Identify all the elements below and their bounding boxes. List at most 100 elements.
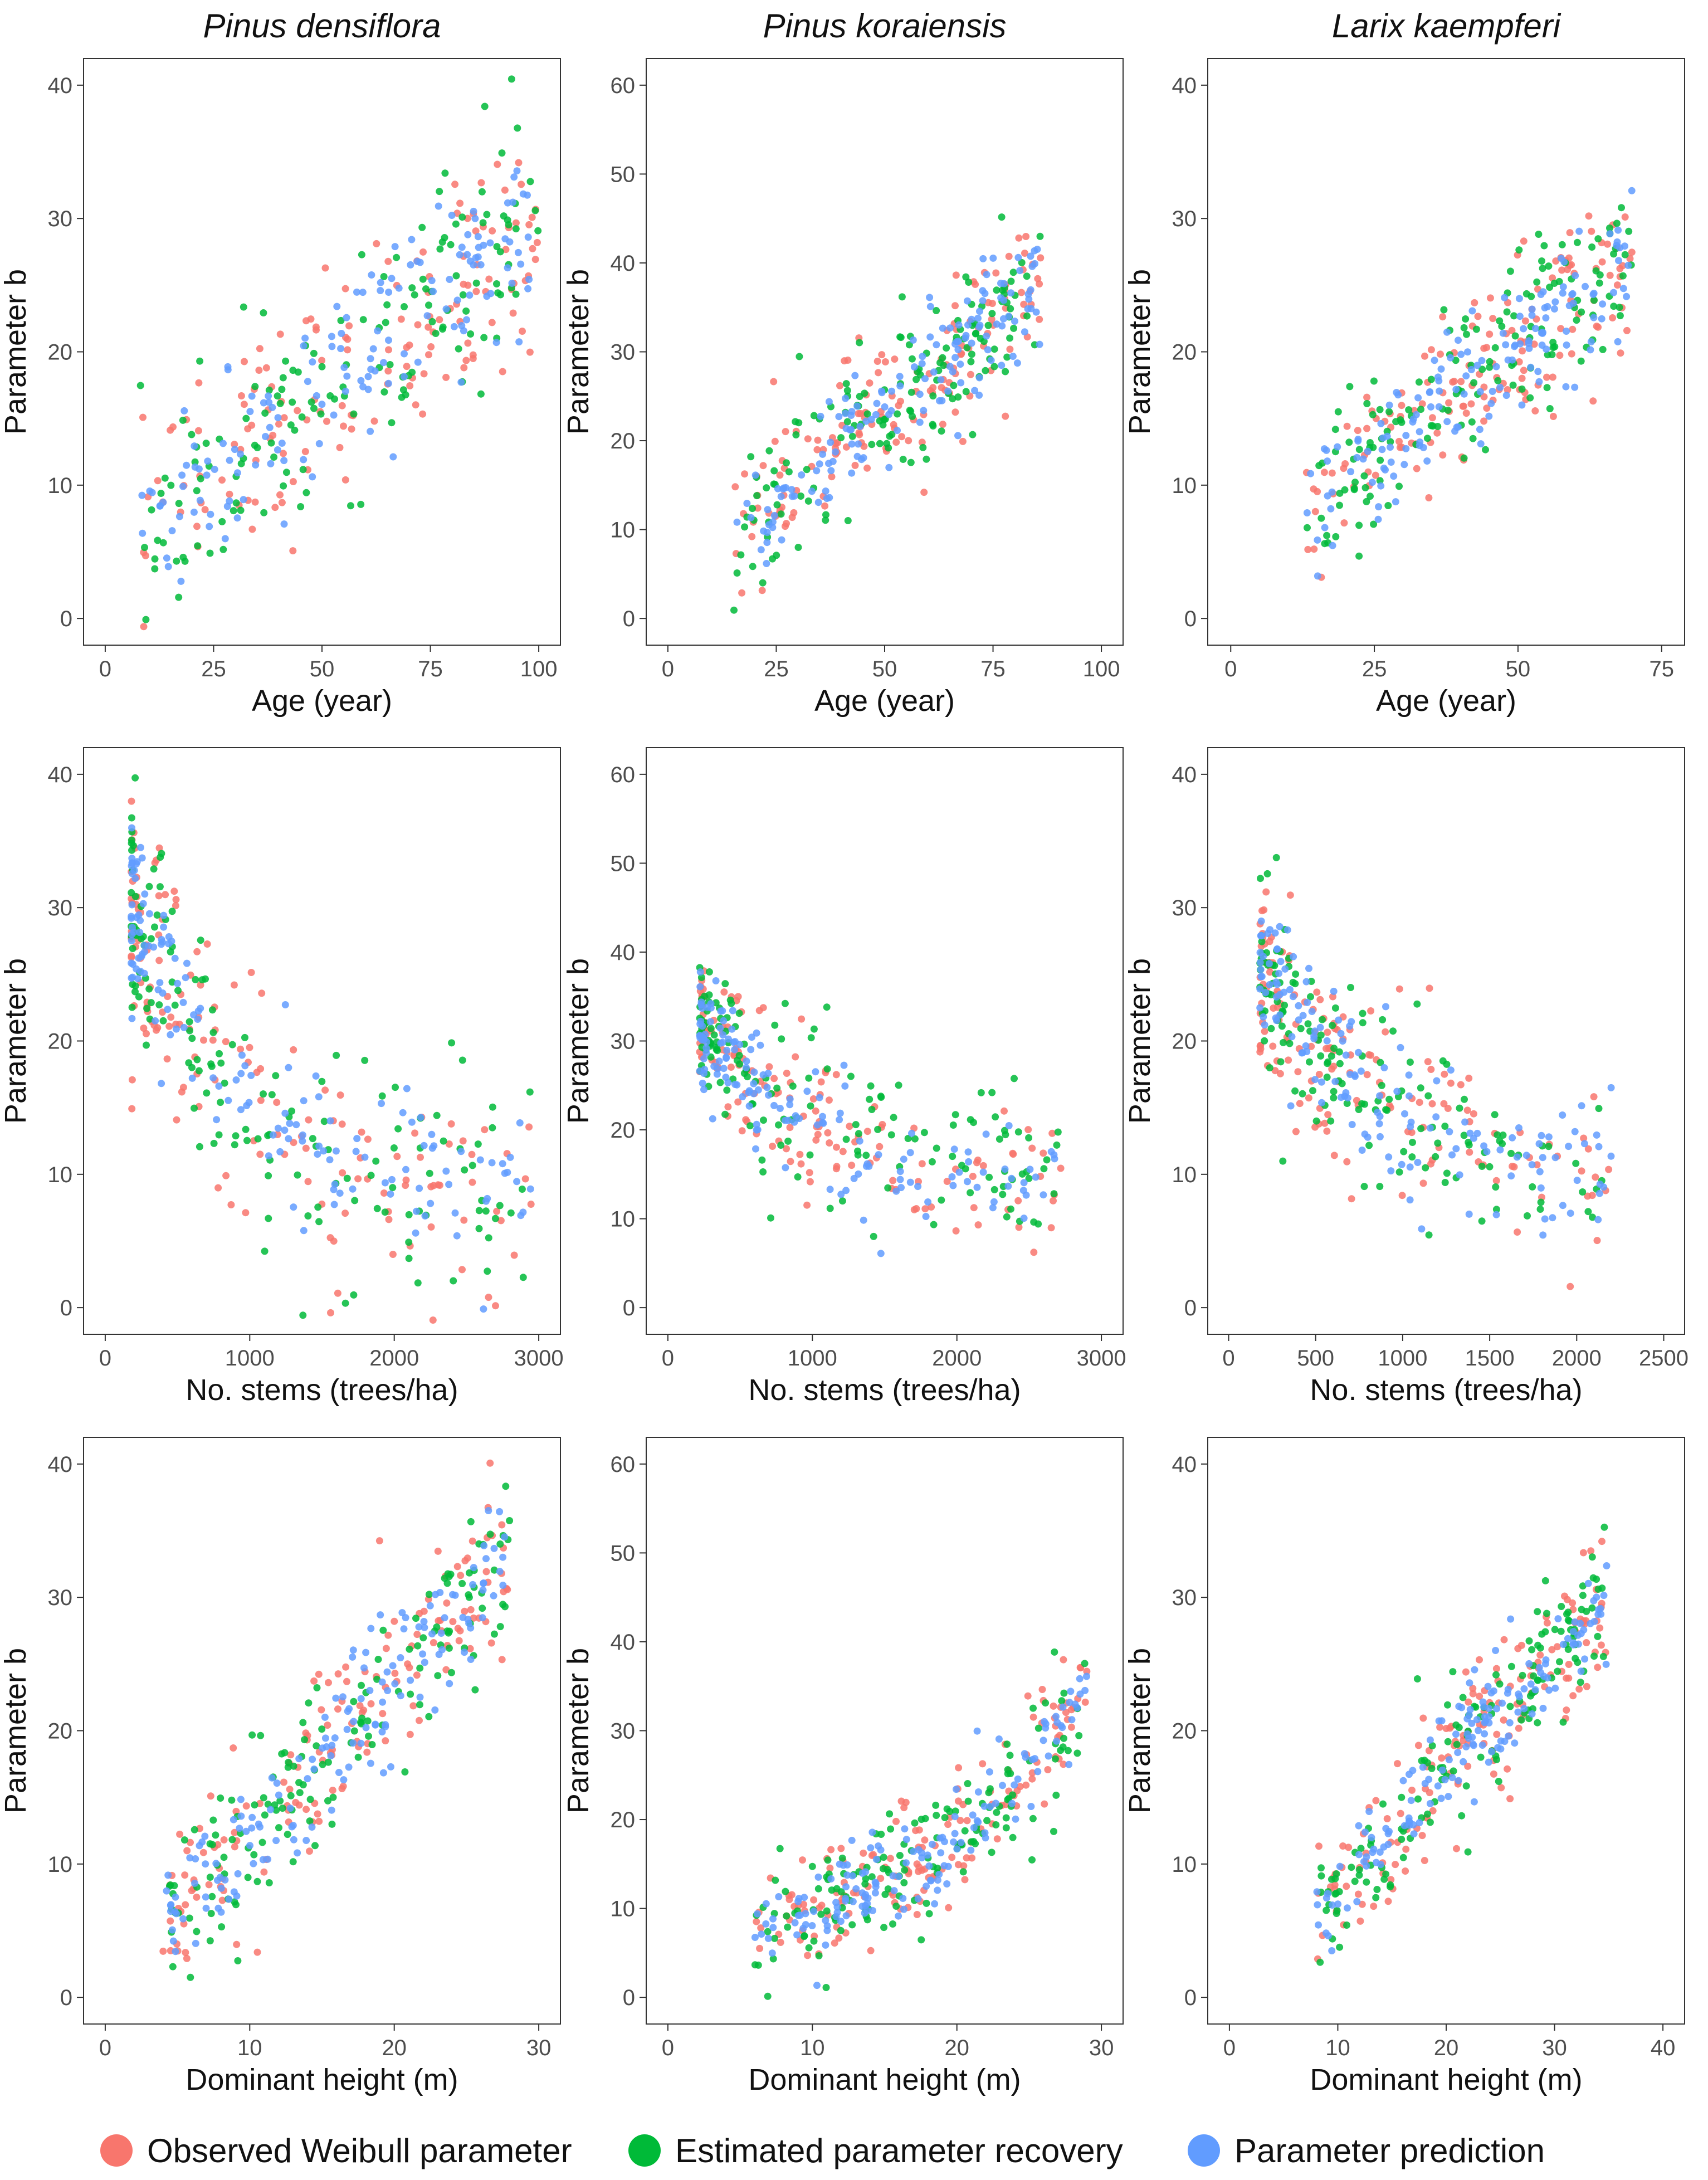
point-estimated-parameter-recovery [490,1566,498,1574]
point-parameter-prediction [717,1039,725,1047]
point-estimated-parameter-recovery [1332,533,1340,540]
point-parameter-prediction [1528,1710,1536,1718]
point-observed-weibull-parameter [1325,1045,1333,1052]
point-observed-weibull-parameter [409,1702,417,1710]
point-observed-weibull-parameter [1018,289,1025,296]
point-parameter-prediction [877,1250,885,1257]
point-observed-weibull-parameter [770,378,778,386]
point-observed-weibull-parameter [315,1670,323,1678]
point-estimated-parameter-recovery [196,357,204,365]
point-parameter-prediction [848,1836,856,1844]
point-parameter-prediction [428,1130,436,1138]
point-estimated-parameter-recovery [1355,446,1363,453]
point-estimated-parameter-recovery [1003,1740,1011,1748]
point-observed-weibull-parameter [842,443,850,451]
point-estimated-parameter-recovery [1546,405,1554,412]
point-parameter-prediction [973,1183,981,1191]
point-parameter-prediction [389,453,397,461]
point-parameter-prediction [777,492,785,500]
y-tick-label: 40 [1172,74,1197,98]
point-parameter-prediction [790,492,798,500]
point-estimated-parameter-recovery [1610,303,1618,310]
point-observed-weibull-parameter [748,533,756,540]
point-estimated-parameter-recovery [1261,1037,1268,1045]
point-estimated-parameter-recovery [1598,1584,1606,1592]
point-parameter-prediction [1443,418,1451,426]
point-parameter-prediction [1599,300,1607,308]
point-estimated-parameter-recovery [1428,1742,1436,1749]
point-observed-weibull-parameter [1594,1664,1602,1671]
point-observed-weibull-parameter [302,317,310,325]
point-estimated-parameter-recovery [186,1018,193,1026]
point-observed-weibull-parameter [323,417,330,425]
point-parameter-prediction [1375,503,1383,511]
point-estimated-parameter-recovery [1370,520,1378,528]
point-parameter-prediction [753,1029,760,1037]
point-parameter-prediction [194,1007,202,1015]
point-estimated-parameter-recovery [777,510,785,518]
point-estimated-parameter-recovery [1267,991,1275,998]
point-observed-weibull-parameter [1575,1685,1583,1693]
point-estimated-parameter-recovery [868,441,876,448]
point-observed-weibull-parameter [1294,1068,1302,1076]
point-parameter-prediction [1606,230,1614,238]
point-estimated-parameter-recovery [230,507,237,515]
y-tick-label: 40 [1172,1452,1197,1477]
point-parameter-prediction [899,1895,907,1902]
point-estimated-parameter-recovery [324,1758,332,1766]
point-observed-weibull-parameter [738,1127,746,1135]
point-parameter-prediction [1346,1071,1354,1078]
point-observed-weibull-parameter [140,623,148,631]
point-parameter-prediction [1262,989,1270,997]
point-estimated-parameter-recovery [1360,1183,1368,1191]
point-parameter-prediction [213,1116,221,1124]
point-observed-weibull-parameter [251,498,259,506]
point-parameter-prediction [888,387,896,395]
point-parameter-prediction [1336,1862,1344,1870]
x-tick-label: 1500 [1465,1346,1515,1371]
point-parameter-prediction [864,1894,872,1902]
point-parameter-prediction [858,456,865,464]
point-parameter-prediction [769,518,777,526]
point-parameter-prediction [957,1838,965,1846]
point-estimated-parameter-recovery [367,1172,375,1179]
point-observed-weibull-parameter [339,1169,347,1177]
point-parameter-prediction [712,977,720,984]
point-parameter-prediction [837,1918,845,1925]
point-estimated-parameter-recovery [1589,1574,1597,1582]
point-parameter-prediction [164,563,172,570]
point-observed-weibull-parameter [1486,294,1494,302]
point-parameter-prediction [182,974,189,982]
point-estimated-parameter-recovery [1506,267,1514,275]
point-observed-weibull-parameter [468,1150,476,1158]
point-parameter-prediction [508,279,516,287]
point-observed-weibull-parameter [803,1201,811,1209]
point-estimated-parameter-recovery [242,1125,250,1133]
point-parameter-prediction [925,1862,933,1870]
point-observed-weibull-parameter [1588,1192,1596,1199]
point-observed-weibull-parameter [963,1854,970,1862]
point-estimated-parameter-recovery [244,1874,252,1881]
point-estimated-parameter-recovery [411,291,418,299]
point-observed-weibull-parameter [1382,1028,1389,1036]
point-estimated-parameter-recovery [1007,1205,1014,1213]
point-estimated-parameter-recovery [486,1530,494,1538]
point-parameter-prediction [426,1602,434,1610]
point-parameter-prediction [1595,1189,1603,1197]
point-parameter-prediction [286,1120,294,1127]
point-parameter-prediction [1065,1760,1073,1768]
point-estimated-parameter-recovery [863,410,871,418]
point-parameter-prediction [280,457,288,465]
point-estimated-parameter-recovery [760,1116,767,1124]
point-observed-weibull-parameter [1310,545,1318,553]
point-parameter-prediction [1511,1739,1519,1747]
point-observed-weibull-parameter [358,1128,365,1136]
point-parameter-prediction [476,1156,484,1164]
point-observed-weibull-parameter [1563,1706,1570,1714]
point-parameter-prediction [949,1182,957,1189]
point-estimated-parameter-recovery [1324,1058,1332,1066]
point-estimated-parameter-recovery [1360,472,1368,480]
point-estimated-parameter-recovery [169,1963,177,1971]
point-estimated-parameter-recovery [441,169,449,177]
